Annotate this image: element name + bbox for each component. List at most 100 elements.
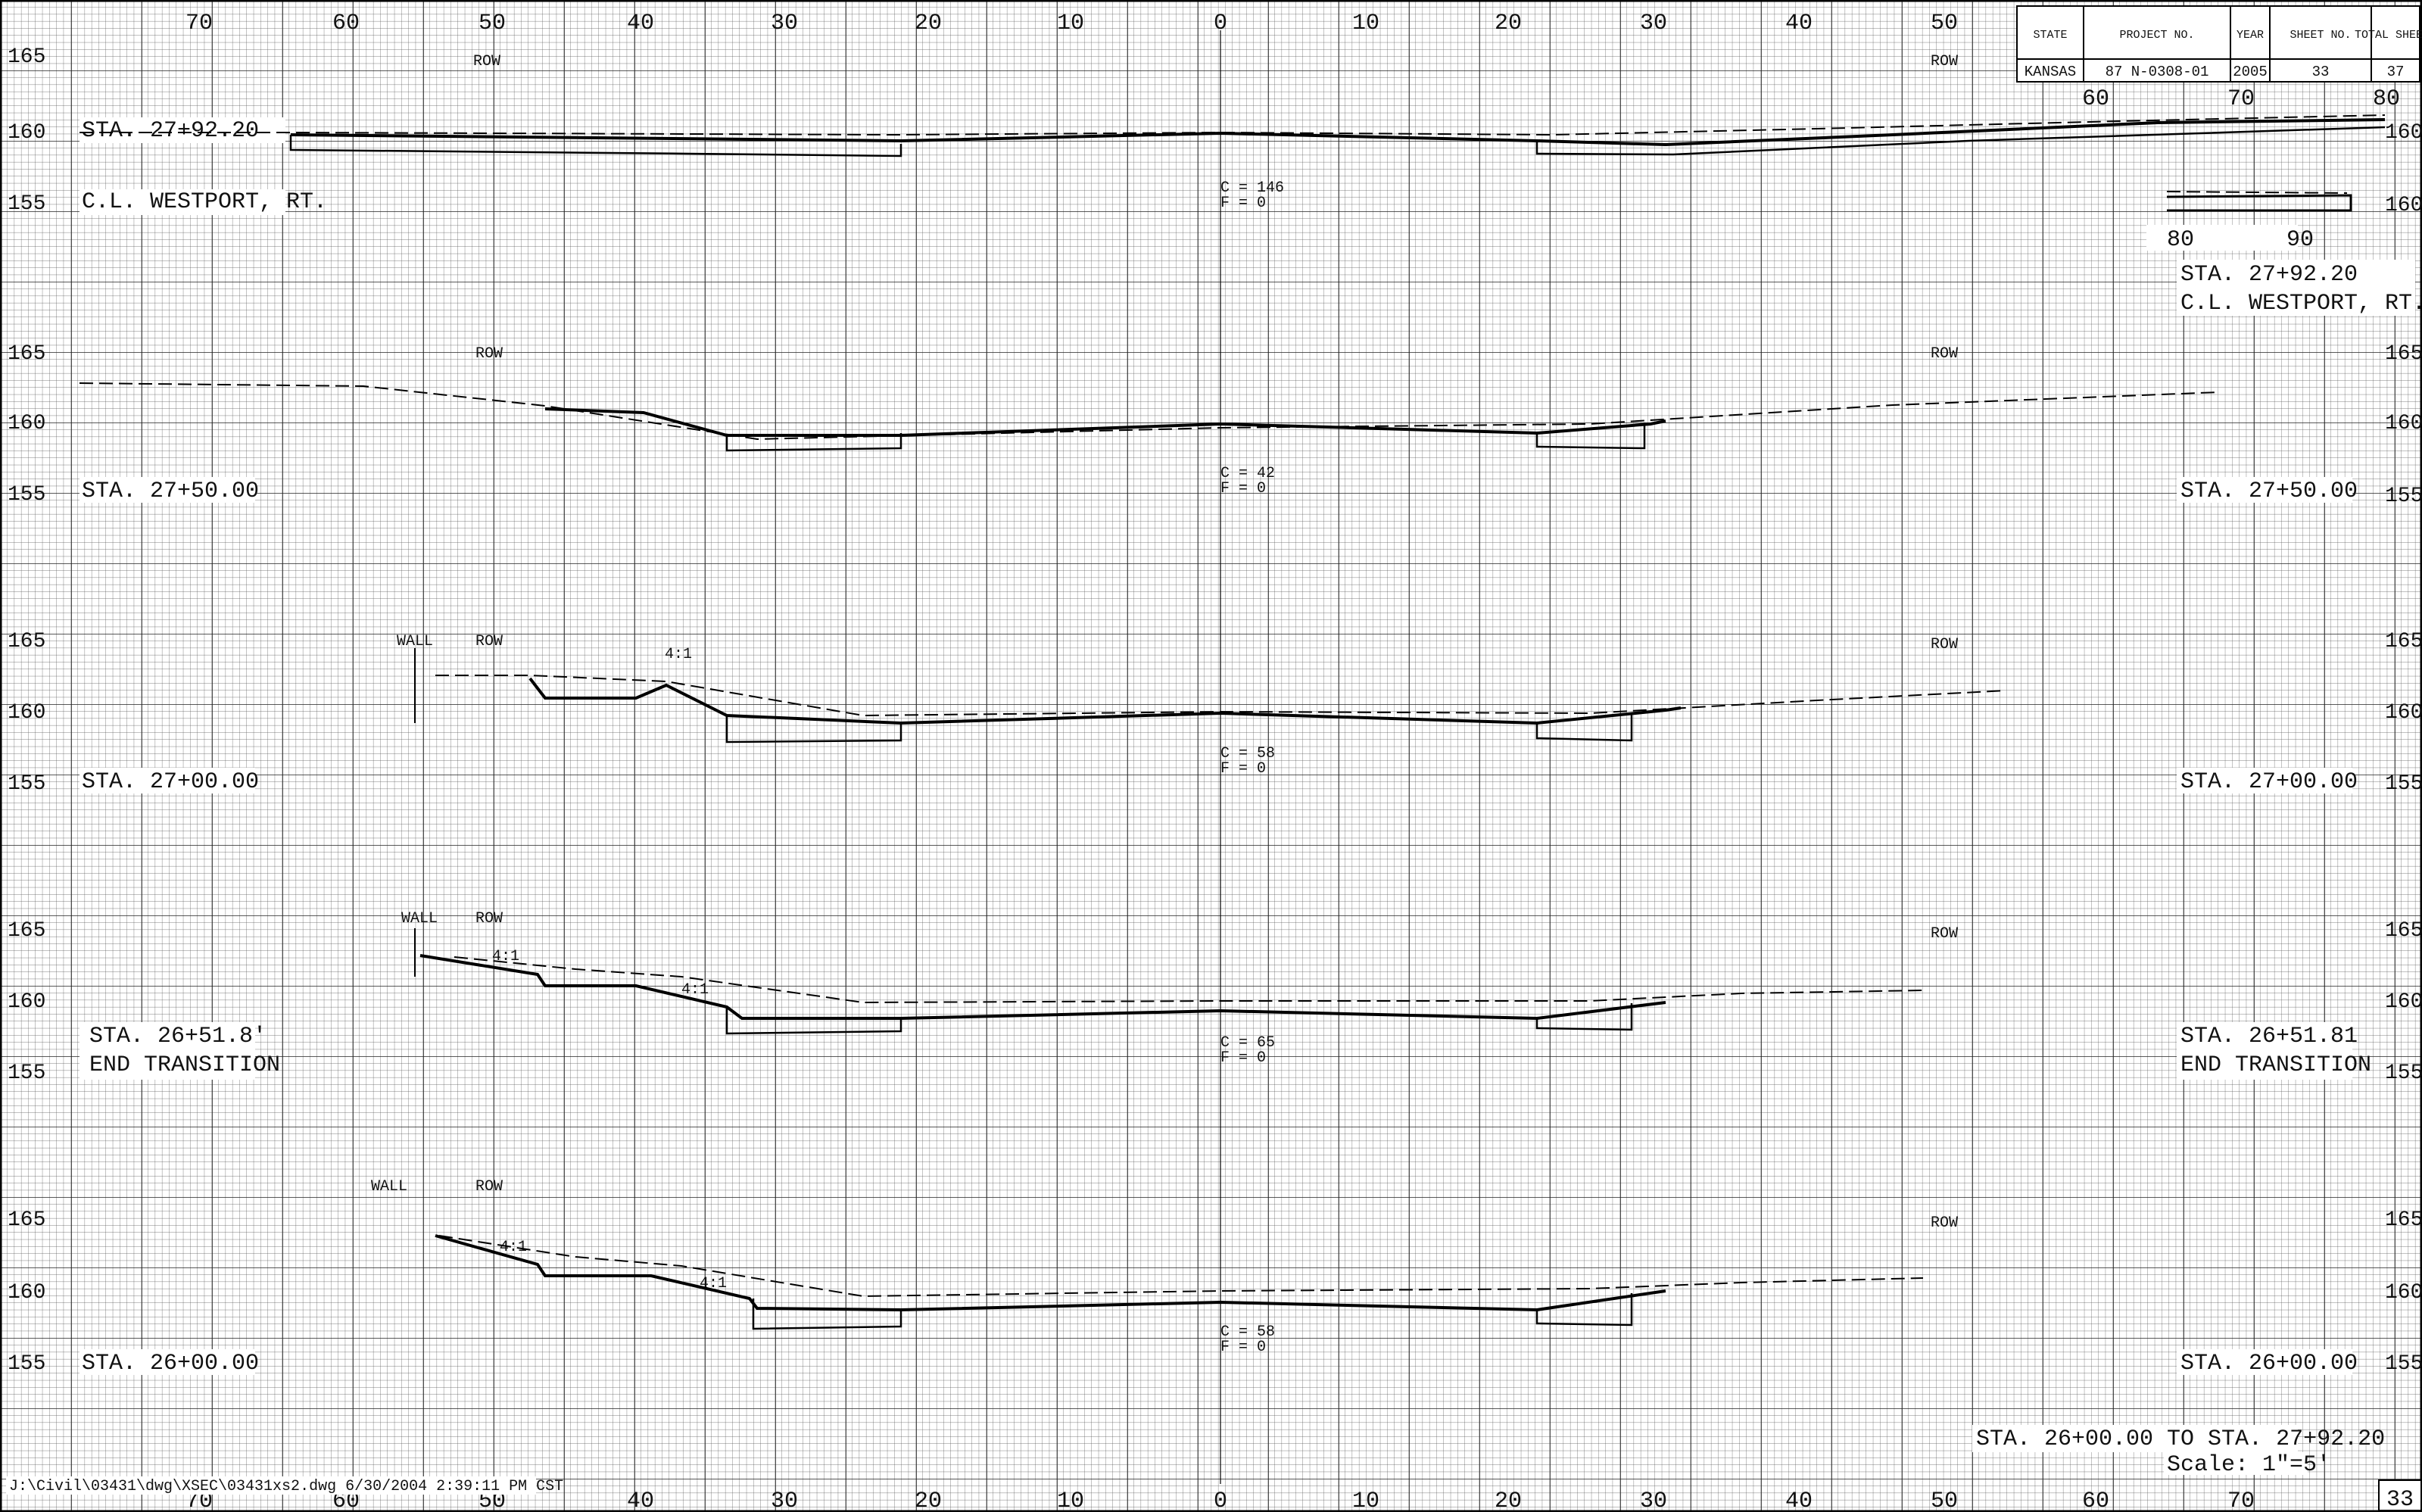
bottom-tick-label: 50	[1931, 1489, 1958, 1512]
row-label-left: ROW	[473, 53, 500, 70]
title-block-header: STATE	[2033, 29, 2067, 42]
top-tick-label: 20	[915, 11, 942, 36]
elevation-label: 160	[2385, 412, 2422, 435]
elevation-label: 165	[8, 1208, 45, 1232]
elevation-label: 165	[2385, 342, 2422, 366]
title-block-year: 2005	[2233, 64, 2268, 80]
top-tick-label: 10	[1352, 11, 1379, 36]
top-tick-label: 40	[627, 11, 654, 36]
top-tick-label: 60	[332, 11, 360, 36]
top-tick-label: 20	[1495, 11, 1522, 36]
elevation-label: 165	[2385, 630, 2422, 653]
elevation-label: 155	[2385, 772, 2422, 796]
section-note-right: END TRANSITION	[2180, 1052, 2371, 1078]
wall-label: WALL	[371, 1178, 407, 1196]
elevation-label: 160	[2385, 194, 2422, 217]
fill-label: F = 0	[1220, 760, 1266, 778]
bottom-tick-label: 10	[1057, 1489, 1084, 1512]
pavement-section	[725, 714, 1633, 744]
row-label-right: ROW	[1931, 53, 1958, 70]
fill-label: F = 0	[1220, 480, 1266, 497]
station-label-right: STA. 26+51.81	[2180, 1024, 2358, 1049]
top-axis: 70 60 50 40 30 20 10 0 10 20 30 40 50 60…	[185, 11, 2400, 112]
cut-label: C = 58	[1220, 1323, 1275, 1341]
row-label-right: ROW	[1931, 636, 1958, 653]
section-sta-27-00-00: WALL ROW ROW 4:1 STA. 27+00.00 STA. 27+0…	[79, 633, 2358, 795]
station-label-left: STA. 26+51.8'	[89, 1024, 267, 1049]
file-path-label: J:\Civil\03431\dwg\XSEC\03431xs2.dwg 6/3…	[9, 1478, 563, 1495]
inset-tick: 80	[2167, 227, 2194, 253]
elevation-label: 155	[8, 192, 45, 216]
sheet-number-corner: 33	[2386, 1487, 2414, 1512]
row-label-left: ROW	[475, 1178, 503, 1196]
elevation-label: 165	[8, 919, 45, 943]
wall-label: WALL	[397, 633, 433, 650]
fill-label: F = 0	[1220, 195, 1266, 212]
title-block-sheet-no: 33	[2312, 64, 2330, 80]
bottom-tick-label: 60	[2082, 1489, 2109, 1512]
title-block-header: SHEET NO.	[2290, 29, 2351, 42]
title-block-project-no: 87 N-0308-01	[2106, 64, 2209, 80]
inset-ground-line	[2166, 191, 2348, 194]
station-label-left: STA. 27+00.00	[82, 769, 259, 795]
title-block-header: YEAR	[2237, 29, 2264, 42]
section-sta-27-92-20: STA. 27+92.20 C.L. WESTPORT, RT. ROW ROW…	[79, 53, 2422, 316]
elevation-label: 160	[8, 412, 45, 435]
elevation-label: 160	[8, 121, 45, 145]
section-sta-26-51-81: WALL ROW ROW 4:1 4:1 STA. 26+51.8' END T…	[79, 910, 2371, 1080]
existing-ground-line	[454, 956, 1924, 1004]
station-label-right: STA. 27+92.20	[2180, 262, 2358, 288]
fill-label: F = 0	[1220, 1339, 1266, 1356]
bottom-tick-label: 30	[1640, 1489, 1667, 1512]
title-block: STATE PROJECT NO. YEAR SHEET NO. TOTAL S…	[2016, 5, 2422, 83]
existing-ground-line	[79, 114, 2386, 136]
elevation-label: 160	[8, 990, 45, 1014]
pavement-section	[289, 126, 2386, 157]
elevation-label: 165	[2385, 1208, 2422, 1232]
scale-label: Scale: 1"=5'	[2167, 1452, 2330, 1478]
station-label-left: STA. 27+92.20	[82, 118, 259, 144]
elevation-label: 155	[2385, 485, 2422, 508]
elevation-label: 155	[8, 483, 45, 507]
existing-ground-line	[438, 1235, 1924, 1298]
proposed-surface-line	[290, 118, 2386, 147]
station-label-right: STA. 27+00.00	[2180, 769, 2358, 795]
row-label-left: ROW	[475, 345, 503, 363]
cut-label: C = 58	[1220, 745, 1275, 762]
row-label-left: ROW	[475, 633, 503, 650]
station-label-right: STA. 26+00.00	[2180, 1351, 2358, 1376]
pavement-section	[725, 422, 1646, 452]
top-extension-tick: 60	[2082, 86, 2109, 112]
top-tick-label: 30	[771, 11, 798, 36]
elevation-label: 165	[8, 342, 45, 366]
top-tick-label: 50	[478, 11, 506, 36]
top-tick-label: 50	[1931, 11, 1958, 36]
bottom-tick-label: 10	[1352, 1489, 1379, 1512]
elevation-label: 160	[8, 1281, 45, 1305]
cut-label: C = 42	[1220, 465, 1275, 482]
bottom-tick-label: 20	[915, 1489, 942, 1512]
section-note-left: C.L. WESTPORT, RT.	[82, 189, 327, 215]
slope-label: 4:1	[665, 646, 692, 663]
title-block-header: PROJECT NO.	[2119, 29, 2194, 42]
top-tick-label: 70	[185, 11, 213, 36]
fill-label: F = 0	[1220, 1049, 1266, 1067]
elevation-label: 155	[8, 772, 45, 796]
section-note-right: C.L. WESTPORT, RT.	[2180, 291, 2422, 316]
row-label-right: ROW	[1931, 1214, 1958, 1232]
top-tick-label: 40	[1785, 11, 1813, 36]
pavement-section	[725, 1003, 1633, 1035]
title-block-total-sheets: 37	[2387, 64, 2405, 80]
bottom-tick-label: 20	[1495, 1489, 1522, 1512]
elevation-label: 155	[2385, 1352, 2422, 1376]
cut-label: C = 65	[1220, 1034, 1275, 1052]
title-block-header: TOTAL SHEETS	[2355, 29, 2422, 42]
inset-tick: 90	[2286, 227, 2314, 253]
station-label-right: STA. 27+50.00	[2180, 479, 2358, 504]
bottom-tick-label: 70	[2227, 1489, 2255, 1512]
top-extension-tick: 80	[2373, 86, 2400, 112]
proposed-surface-line	[528, 677, 1682, 725]
